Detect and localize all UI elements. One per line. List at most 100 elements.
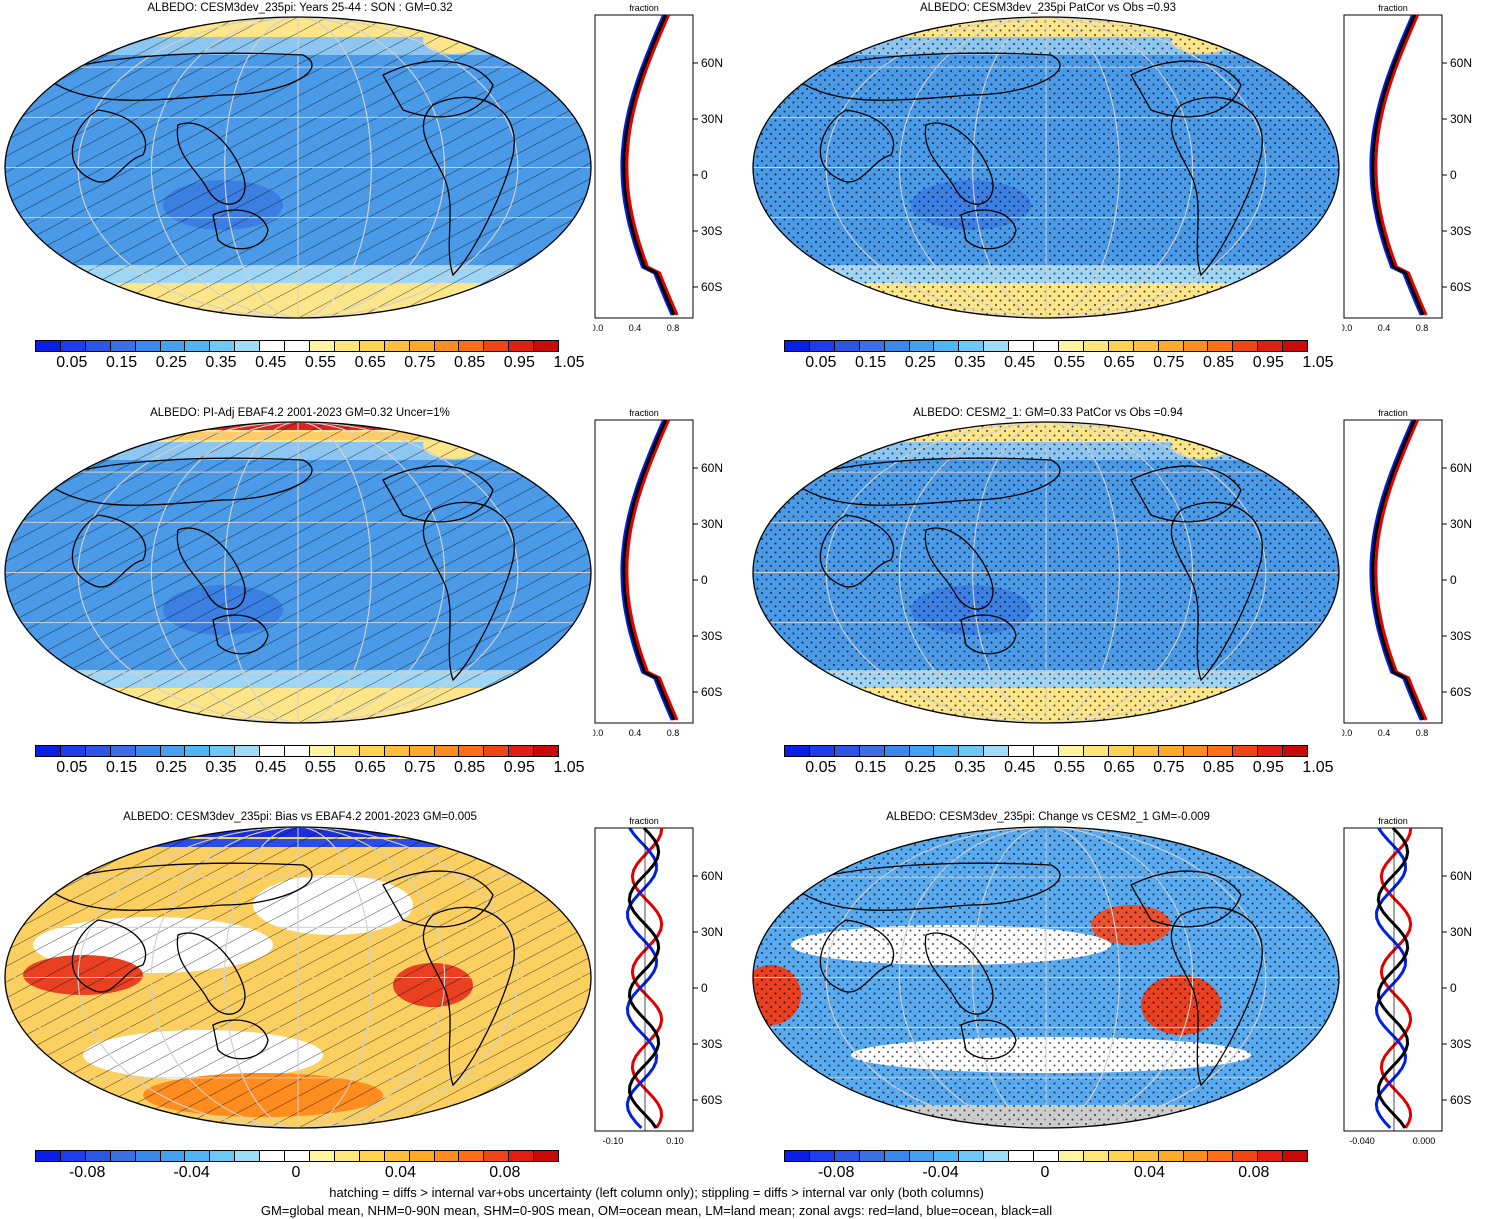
colorbar-tick-label: 0.75 — [1153, 759, 1184, 777]
colorbar-swatch — [61, 746, 86, 756]
colorbar-swatch — [1134, 341, 1159, 351]
colorbar-swatch — [910, 1151, 935, 1161]
colorbar-tick-label: 0.25 — [905, 759, 936, 777]
colorbar-swatch — [86, 341, 111, 351]
colorbar-tick-label: 0.05 — [56, 759, 87, 777]
latitude-tick-label: 60N — [701, 56, 723, 70]
latitude-tick-label: 60S — [701, 280, 722, 294]
latitude-tick-label: 60S — [1450, 685, 1471, 699]
colorbar-tick-label: 0.75 — [1153, 354, 1184, 372]
colorbar-swatch — [410, 746, 435, 756]
colorbar-tick-label: 0.05 — [805, 354, 836, 372]
latitude-tick-label: 30N — [1450, 517, 1472, 531]
colorbar-swatch — [1034, 746, 1059, 756]
colorbar-swatch — [484, 746, 509, 756]
colorbar-swatch — [61, 341, 86, 351]
colorbar-swatch — [360, 746, 385, 756]
footer-note-hatching: hatching = diffs > internal var+obs unce… — [0, 1185, 1313, 1201]
colorbar-swatch — [934, 1151, 959, 1161]
colorbar-swatch — [1258, 1151, 1283, 1161]
colorbar-tick-label: -0.08 — [69, 1164, 105, 1182]
latitude-tick-label: 60S — [1450, 280, 1471, 294]
colorbar-tick-label: -0.04 — [173, 1164, 209, 1182]
colorbar-swatch — [285, 1151, 310, 1161]
colorbar-tick-label: 0.55 — [305, 759, 336, 777]
colorbar-swatch — [984, 746, 1009, 756]
colorbar-tick-label: 0.95 — [1253, 354, 1284, 372]
colorbar-swatch — [534, 1151, 558, 1161]
colorbar-swatch — [1059, 746, 1084, 756]
colorbar-swatch — [1009, 341, 1034, 351]
colorbar-swatch — [810, 1151, 835, 1161]
panel-title: ALBEDO: CESM3dev_235pi: Years 25-44 : SO… — [147, 2, 452, 14]
latitude-tick-label: 0 — [701, 981, 708, 995]
colorbar-tick-label: 0.15 — [106, 759, 137, 777]
colorbar-swatch — [260, 1151, 285, 1161]
colorbar-tick-label: 0.45 — [1004, 759, 1035, 777]
colorbar-swatch — [1059, 341, 1084, 351]
colorbar-tick-label: 0.55 — [1054, 759, 1085, 777]
colorbar-tick-label: 0.15 — [855, 354, 886, 372]
colorbar-tick-label: 0.95 — [504, 759, 535, 777]
colorbar-swatch — [984, 1151, 1009, 1161]
colorbar-swatch — [534, 746, 558, 756]
colorbar-swatch — [435, 341, 460, 351]
colorbar-tick-label: 0.45 — [1004, 354, 1035, 372]
colorbar-swatch — [1184, 341, 1209, 351]
colorbar-swatch — [235, 341, 260, 351]
colorbar-swatch — [210, 746, 235, 756]
colorbar-swatch — [484, 341, 509, 351]
latitude-tick-label: 30S — [1450, 629, 1471, 643]
colorbar-swatch — [835, 746, 860, 756]
colorbar-tick-label: 0.15 — [855, 759, 886, 777]
zonal-x-tick-label: 0.8 — [1416, 728, 1429, 738]
zonal-x-tick-label: 0.10 — [666, 1136, 684, 1146]
zonal-x-tick-label: 0.000 — [1413, 1136, 1436, 1146]
colorbar-swatch — [111, 746, 136, 756]
colorbar-swatch — [36, 746, 61, 756]
colorbar-swatch — [1084, 746, 1109, 756]
colorbar-swatch — [111, 341, 136, 351]
colorbar-swatch — [161, 1151, 186, 1161]
footer-note-legend: GM=global mean, NHM=0-90N mean, SHM=0-90… — [0, 1203, 1313, 1219]
colorbar-swatch — [1159, 341, 1184, 351]
colorbar-tick-label: 0.35 — [205, 759, 236, 777]
colorbar-tick-label: 0.85 — [454, 354, 485, 372]
zonal-x-tick-label: 0.8 — [667, 323, 680, 333]
latitude-tick-label: 30N — [701, 112, 723, 126]
colorbar-swatch — [1009, 1151, 1034, 1161]
colorbar-swatch — [534, 341, 558, 351]
latitude-tick-label: 60N — [1450, 869, 1472, 883]
colorbar-swatch — [959, 1151, 984, 1161]
zonal-x-tick-label: 0.4 — [629, 728, 642, 738]
panel-title: ALBEDO: CESM3dev_235pi: Bias vs EBAF4.2 … — [123, 811, 477, 823]
colorbar-swatch — [86, 746, 111, 756]
zonal-x-tick-label: 0.4 — [1378, 728, 1391, 738]
colorbar-swatch — [410, 1151, 435, 1161]
colorbar — [784, 745, 1308, 757]
latitude-tick-label: 60N — [701, 461, 723, 475]
zonal-axis-label: fraction — [1378, 816, 1408, 826]
colorbar-swatch — [1208, 341, 1233, 351]
world-map — [751, 15, 1341, 320]
panel-title: ALBEDO: CESM3dev_235pi: Change vs CESM2_… — [886, 811, 1210, 823]
colorbar-tick-label: 0.65 — [355, 759, 386, 777]
colorbar-swatch — [885, 341, 910, 351]
colorbar-tick-label: 0.65 — [1104, 759, 1135, 777]
colorbar-swatch — [1034, 341, 1059, 351]
colorbar-swatch — [1184, 746, 1209, 756]
colorbar-tick-label: 0.08 — [1238, 1164, 1269, 1182]
colorbar-tick-label: 0.95 — [504, 354, 535, 372]
colorbar-swatch — [36, 341, 61, 351]
colorbar-tick-label: 0.25 — [156, 354, 187, 372]
colorbar-tick-label: 0.04 — [1134, 1164, 1165, 1182]
colorbar-swatch — [860, 341, 885, 351]
world-map — [751, 825, 1341, 1130]
colorbar-swatch — [1059, 1151, 1084, 1161]
colorbar-swatch — [885, 746, 910, 756]
colorbar-swatch — [810, 341, 835, 351]
colorbar-swatch — [860, 746, 885, 756]
